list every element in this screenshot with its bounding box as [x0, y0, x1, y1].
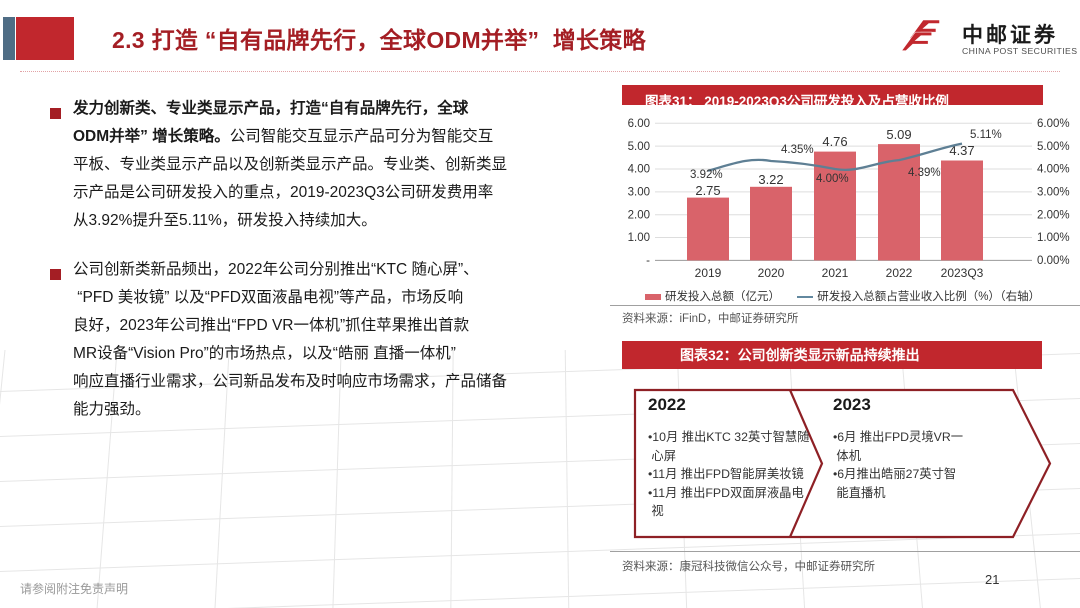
svg-text:2.75: 2.75	[695, 183, 720, 198]
svg-text:5.00%: 5.00%	[1037, 141, 1070, 153]
svg-text:3.00: 3.00	[628, 187, 650, 199]
svg-text:0.00%: 0.00%	[1037, 255, 1070, 267]
svg-text:2023Q3: 2023Q3	[941, 266, 984, 280]
svg-text:2020: 2020	[758, 266, 785, 280]
svg-text:4.00%: 4.00%	[816, 173, 849, 185]
svg-text:6.00%: 6.00%	[1037, 118, 1070, 130]
svg-text:4.76: 4.76	[822, 134, 847, 149]
svg-text:2022: 2022	[886, 266, 913, 280]
svg-text:5.09: 5.09	[886, 127, 911, 142]
svg-text:3.22: 3.22	[758, 172, 783, 187]
svg-text:4.39%: 4.39%	[908, 167, 941, 179]
svg-text:4.35%: 4.35%	[781, 144, 814, 156]
svg-text:5.11%: 5.11%	[970, 129, 1002, 141]
svg-text:-: -	[646, 255, 650, 267]
svg-text:4.00%: 4.00%	[1037, 164, 1070, 176]
svg-text:2.00: 2.00	[628, 209, 650, 221]
svg-text:6.00: 6.00	[628, 118, 650, 130]
svg-text:1.00%: 1.00%	[1037, 232, 1070, 244]
svg-text:2019: 2019	[695, 266, 722, 280]
svg-text:3.00%: 3.00%	[1037, 187, 1070, 199]
svg-text:5.00: 5.00	[628, 141, 650, 153]
svg-text:2021: 2021	[822, 266, 849, 280]
svg-text:2.00%: 2.00%	[1037, 209, 1070, 221]
svg-text:4.00: 4.00	[628, 164, 650, 176]
svg-text:1.00: 1.00	[628, 232, 650, 244]
svg-text:3.92%: 3.92%	[690, 169, 723, 181]
